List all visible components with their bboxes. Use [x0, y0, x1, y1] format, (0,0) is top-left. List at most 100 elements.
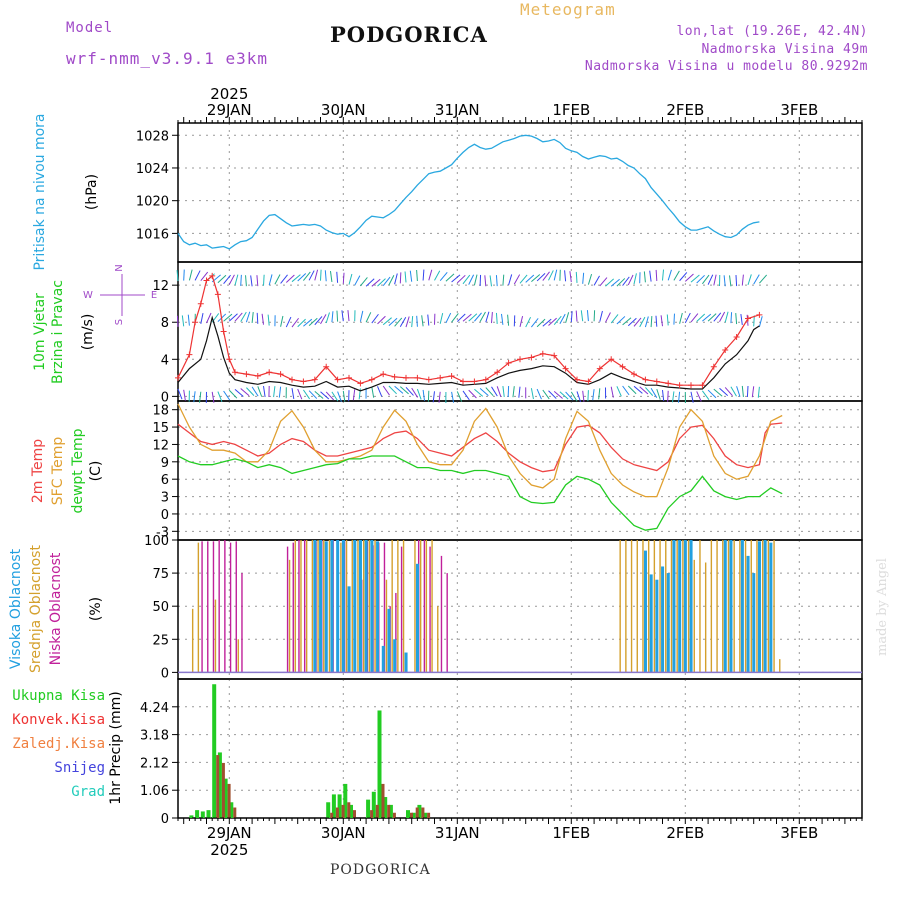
precip-legend-2: Konvek.Kisa [12, 712, 105, 728]
wind-arrow [388, 317, 398, 326]
cloud-bar-srednja [773, 540, 775, 673]
precip-total-bar [200, 811, 205, 818]
x-day-label-top: 31JAN [435, 101, 480, 119]
wind-gust-mark [722, 347, 729, 354]
wind-arrow [325, 391, 335, 401]
cloud-bar-visoka [404, 652, 408, 673]
wind-gust-mark [733, 334, 740, 341]
wind-arrow [256, 275, 259, 287]
wind-gust-mark [380, 371, 387, 378]
y-tick-label: -3 [156, 525, 169, 540]
y-tick-label: 0 [161, 390, 169, 405]
wind-arrow [730, 312, 733, 324]
wind-arrow [200, 271, 209, 281]
wind-arrow [553, 391, 563, 399]
wind-arrow [530, 388, 534, 400]
cloud-bar-visoka [729, 540, 733, 673]
cloud-bar-srednja [419, 540, 422, 673]
wind-arrow [531, 274, 541, 282]
precip-conv-bar [387, 804, 391, 818]
wind-arrow [684, 312, 691, 324]
wind-arrow [223, 313, 233, 322]
wind-arrow [713, 312, 722, 322]
wind-arrow [263, 274, 265, 286]
wind-arrow [240, 311, 247, 322]
wind-gust-mark [551, 352, 558, 359]
cloud-bar-srednja [288, 559, 291, 673]
wind-arrow [468, 389, 477, 399]
wind-arrow [297, 318, 306, 328]
wind-arrow [565, 312, 570, 324]
temp-dew-line [177, 455, 783, 531]
wind-arrow [263, 385, 266, 397]
wind-gust-mark [368, 376, 375, 383]
wind-arrow [331, 391, 339, 402]
x-day-label-bottom: 3FEB [780, 824, 818, 842]
wind-gust-mark [209, 272, 216, 279]
cloud-bar-visoka [313, 540, 317, 673]
wind-arrow [496, 386, 502, 397]
y-tick-label: 100 [144, 534, 169, 549]
wind-arrow [308, 270, 315, 281]
wind-arrow [320, 269, 322, 281]
wind-arrow [456, 391, 463, 402]
wind-arrow [314, 316, 323, 326]
wind-gust-mark [346, 374, 352, 381]
y-tick-label: 3.18 [140, 729, 169, 744]
cloud-bar-niska [395, 592, 397, 673]
wind-arrow [177, 388, 183, 400]
wind-arrow [702, 313, 712, 322]
precip-conv-bar [227, 783, 231, 818]
wind-arrow [518, 386, 521, 398]
precip-conv-bar [375, 804, 379, 818]
wind-arrow [245, 311, 251, 323]
wind-arrow [519, 274, 528, 284]
wind-arrow [701, 390, 710, 400]
wind-arrow [548, 390, 557, 399]
wind-title-1: 10m Vjetar [32, 293, 48, 371]
wind-arrow [570, 311, 573, 323]
precip-conv-bar [421, 807, 425, 818]
cloud-bar-visoka [319, 540, 323, 673]
wind-arrow [605, 312, 611, 323]
model-label: Model [66, 20, 114, 36]
x-day-label-top: 30JAN [321, 101, 366, 119]
wind-arrow [690, 313, 699, 323]
precip-total-bar [206, 810, 211, 818]
wind-arrow [513, 274, 521, 285]
wind-arrow [593, 275, 600, 286]
x-day-label-top: 29JAN [207, 101, 252, 119]
wind-arrow [377, 386, 383, 397]
wind-arrow [639, 316, 646, 328]
cloud-bar-srednja [653, 540, 656, 673]
cloud-bar-visoka [393, 639, 397, 673]
wind-gust-mark [619, 363, 626, 370]
wind-arrow [394, 385, 404, 394]
wind-arrow [479, 388, 489, 397]
wind-arrow [416, 315, 418, 327]
pressure-line [177, 134, 760, 250]
wind-gust-mark [745, 315, 751, 322]
cloud-low-title: Niska Oblacnost [48, 552, 64, 665]
wind-gust-mark [203, 277, 210, 284]
wind-arrow [285, 316, 292, 328]
wind-arrow [297, 388, 303, 400]
cloud-bar-srednja [397, 540, 399, 673]
wind-arrow [650, 316, 653, 328]
wind-arrow [548, 317, 557, 326]
cloud-bar-visoka [723, 540, 727, 673]
wind-arrow [342, 272, 345, 284]
wind-arrow [491, 386, 498, 397]
cloud-bar-srednja [630, 540, 633, 673]
wind-arrow [564, 270, 567, 282]
cloud-bar-niska [423, 540, 426, 673]
wind-arrow [188, 269, 193, 281]
lonlat-text: lon,lat (19.26E, 42.4N) [676, 24, 868, 39]
y-tick-label: 1028 [136, 129, 169, 144]
wind-arrow [707, 313, 717, 322]
wind-arrow [354, 275, 361, 286]
wind-arrow [176, 270, 179, 282]
wind-arrow [352, 389, 356, 401]
wind-arrow [758, 316, 763, 327]
wind-arrow [650, 388, 658, 398]
